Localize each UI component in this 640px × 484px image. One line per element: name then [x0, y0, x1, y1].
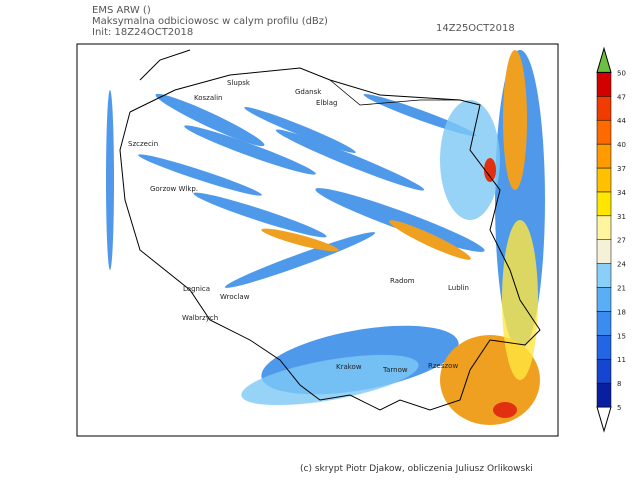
city-labels: Slupsk Koszalin Gdansk Elblag Szczecin G…: [128, 79, 469, 374]
colorbar-label: 31: [617, 213, 626, 221]
colorbar-label: 44: [617, 117, 626, 125]
city-label: Radom: [390, 277, 415, 285]
city-label: Koszalin: [194, 94, 222, 102]
city-label: Krakow: [336, 363, 362, 371]
colorbar-block: [596, 311, 612, 336]
colorbar-block: [596, 239, 612, 264]
colorbar-label: 18: [617, 308, 626, 316]
colorbar-label: 11: [617, 356, 626, 364]
city-label: Lublin: [448, 284, 469, 292]
city-label: Legnica: [183, 285, 210, 293]
colorbar-label: 5: [617, 404, 621, 412]
colorbar-block: [596, 96, 612, 121]
colorbar-block: [596, 215, 612, 240]
colorbar-block: [596, 72, 612, 97]
colorbar-low: [596, 406, 612, 433]
valid-time: 14Z25OCT2018: [436, 23, 515, 34]
colorbar-label: 8: [617, 380, 621, 388]
map: Slupsk Koszalin Gdansk Elblag Szczecin G…: [76, 43, 559, 437]
colorbar-label: 21: [617, 285, 626, 293]
colorbar-label: 50: [617, 69, 626, 77]
init-time: Init: 18Z24OCT2018: [92, 27, 193, 38]
colorbar: 5 8 11 15 18 21 24 27 31 34 37 40 44 47 50: [596, 46, 626, 433]
field-name: Maksymalna odbiciowosc w calym profilu (…: [92, 16, 328, 27]
colorbar-label: 34: [617, 189, 626, 197]
colorbar-block: [596, 143, 612, 169]
colorbar-label: 24: [617, 261, 626, 269]
city-label: Tarnow: [382, 366, 408, 374]
credits: (c) skrypt Piotr Djakow, obliczenia Juli…: [300, 464, 533, 474]
colorbar-block: [596, 382, 612, 408]
colorbar-block: [596, 263, 612, 288]
colorbar-label: 15: [617, 332, 626, 340]
model-name: EMS ARW (): [92, 5, 151, 16]
colorbar-label: 37: [617, 165, 626, 173]
colorbar-block: [596, 167, 612, 193]
city-label: Slupsk: [227, 79, 251, 87]
city-label: Szczecin: [128, 140, 158, 148]
reflectivity-field: [106, 49, 545, 425]
colorbar-block: [596, 119, 612, 145]
city-label: Wroclaw: [220, 293, 250, 301]
colorbar-block: [596, 335, 612, 360]
colorbar-label: 40: [617, 141, 626, 149]
colorbar-block: [596, 287, 612, 312]
city-label: Walbrzych: [182, 314, 218, 322]
city-label: Elblag: [316, 99, 338, 107]
colorbar-block: [596, 191, 612, 217]
colorbar-label: 47: [617, 93, 626, 101]
colorbar-high: [596, 46, 612, 73]
colorbar-block: [596, 358, 612, 384]
colorbar-label: 27: [617, 237, 626, 245]
city-label: Gdansk: [295, 88, 322, 96]
city-label: Gorzow Wlkp.: [150, 185, 198, 193]
city-label: Rzeszow: [428, 362, 458, 370]
